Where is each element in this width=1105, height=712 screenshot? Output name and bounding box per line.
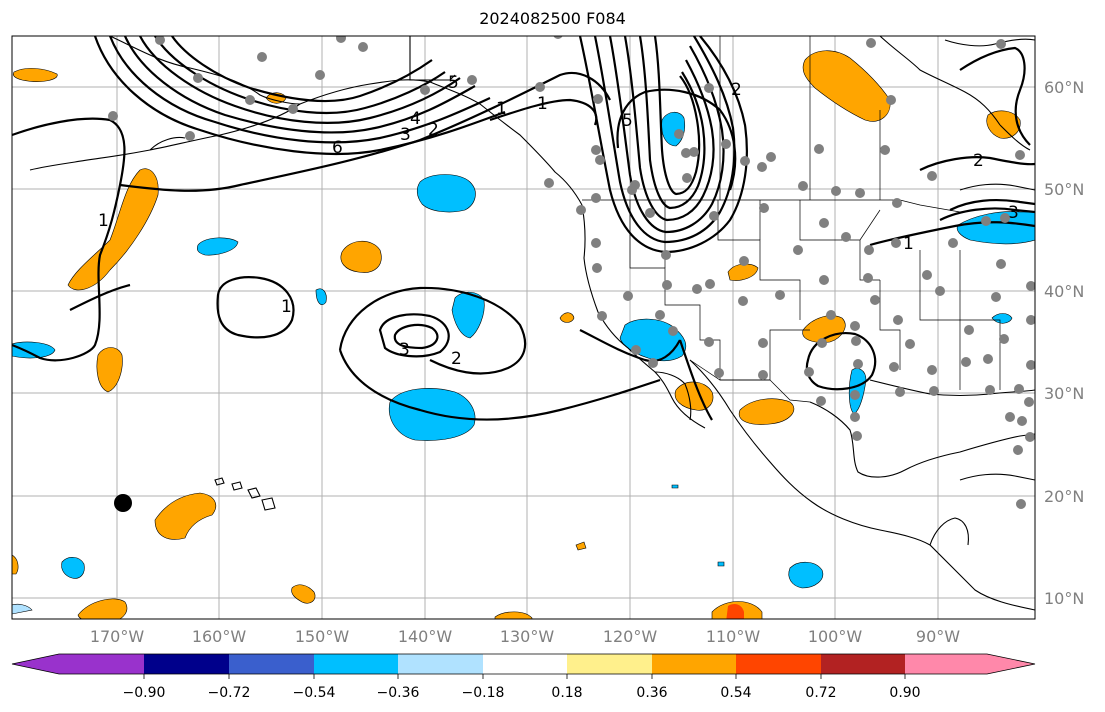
contour-value-labels: 5 4 3 2 1 6 5 2 1 2 3 1 1 3 2 1: [98, 73, 1019, 369]
svg-text:170°W: 170°W: [90, 627, 145, 646]
svg-text:1: 1: [496, 99, 507, 119]
highlight-marker: [114, 494, 132, 512]
svg-text:10°N: 10°N: [1044, 589, 1084, 608]
svg-text:100°W: 100°W: [808, 627, 863, 646]
colorbar-segment: [483, 654, 567, 674]
svg-text:20°N: 20°N: [1044, 487, 1084, 506]
svg-text:110°W: 110°W: [706, 627, 761, 646]
map-frame: [11, 35, 1036, 620]
svg-text:120°W: 120°W: [603, 627, 658, 646]
svg-text:6: 6: [332, 138, 343, 158]
svg-text:3: 3: [1008, 203, 1019, 223]
colorbar-segment: [652, 654, 736, 674]
svg-text:0.90: 0.90: [889, 685, 920, 701]
svg-text:−0.18: −0.18: [462, 685, 505, 701]
svg-text:1: 1: [98, 211, 109, 231]
svg-text:60°N: 60°N: [1044, 78, 1084, 97]
longitude-labels: 170°W 160°W 150°W 140°W 130°W 120°W 110°…: [90, 627, 960, 646]
coastlines: [29, 36, 1035, 611]
colorbar: −0.90 −0.72 −0.54 −0.36 −0.18 0.18 0.36 …: [11, 653, 1036, 701]
svg-text:−0.54: −0.54: [293, 685, 336, 701]
latitude-labels: 60°N 50°N 40°N 30°N 20°N 10°N: [1044, 78, 1084, 608]
svg-text:−0.36: −0.36: [377, 685, 420, 701]
colorbar-segment: [229, 654, 314, 674]
strong-positive-core: [726, 604, 744, 619]
colorbar-extend-max: [987, 654, 1035, 674]
colorbar-tick-labels: −0.90 −0.72 −0.54 −0.36 −0.18 0.18 0.36 …: [123, 685, 921, 701]
colorbar-segment: [314, 654, 398, 674]
contour-lines: [12, 36, 1035, 421]
station-markers: [108, 36, 1035, 509]
colorbar-extend-min: [12, 654, 59, 674]
svg-text:130°W: 130°W: [500, 627, 555, 646]
svg-text:1: 1: [537, 94, 548, 114]
svg-text:0.54: 0.54: [720, 685, 751, 701]
colorbar-segment: [736, 654, 821, 674]
svg-text:90°W: 90°W: [916, 627, 960, 646]
svg-text:1: 1: [903, 234, 914, 254]
svg-text:2: 2: [451, 349, 462, 369]
colorbar-segment: [821, 654, 905, 674]
svg-text:2: 2: [731, 80, 742, 100]
svg-text:3: 3: [400, 125, 411, 145]
svg-text:1: 1: [281, 297, 292, 317]
svg-text:150°W: 150°W: [295, 627, 350, 646]
svg-text:−0.90: −0.90: [123, 685, 166, 701]
map-title: 2024082500 F084: [479, 9, 626, 28]
borders: [409, 36, 1001, 403]
svg-text:4: 4: [410, 109, 421, 129]
colorbar-segment: [398, 654, 483, 674]
svg-text:160°W: 160°W: [192, 627, 247, 646]
colorbar-segment: [905, 654, 987, 674]
svg-text:140°W: 140°W: [398, 627, 453, 646]
colorbar-segment: [567, 654, 652, 674]
colorbar-segment: [144, 654, 229, 674]
svg-text:3: 3: [399, 340, 410, 360]
svg-text:50°N: 50°N: [1044, 180, 1084, 199]
svg-text:5: 5: [448, 73, 459, 93]
svg-text:2: 2: [428, 120, 439, 140]
svg-text:5: 5: [622, 111, 633, 131]
svg-text:30°N: 30°N: [1044, 384, 1084, 403]
svg-text:0.36: 0.36: [636, 685, 667, 701]
svg-text:40°N: 40°N: [1044, 282, 1084, 301]
svg-text:0.72: 0.72: [805, 685, 836, 701]
svg-text:2: 2: [973, 151, 984, 171]
svg-text:0.18: 0.18: [551, 685, 582, 701]
positive-anomaly-regions: [12, 50, 1021, 619]
svg-text:−0.72: −0.72: [208, 685, 251, 701]
colorbar-segment: [59, 654, 144, 674]
